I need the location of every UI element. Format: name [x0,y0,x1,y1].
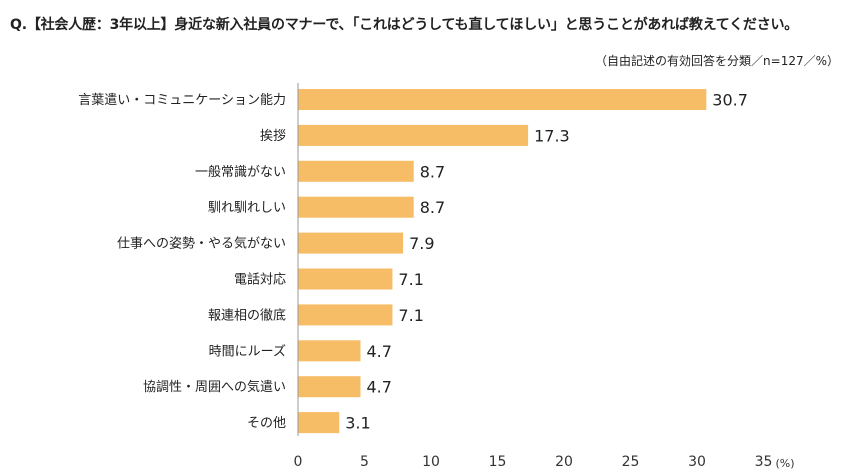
category-label: 協調性・周囲への気遣い [143,379,286,395]
data-label: 17.3 [534,126,570,145]
x-tick-label: 15 [489,454,507,470]
category-label: 報連相の徹底 [208,307,286,323]
sample-note: （自由記述の有効回答を分類／n=127／%） [595,54,839,68]
bar [298,376,361,398]
data-label: 7.9 [409,234,434,253]
category-label: 一般常識がない [195,164,286,180]
bar [298,340,361,362]
category-label: その他 [247,416,286,431]
category-label: 電話対応 [234,272,286,288]
data-label: 8.7 [420,198,445,217]
bar [298,124,529,146]
category-label: 言葉遣い・コミュニケーション能力 [78,93,286,108]
data-label: 7.1 [398,270,423,289]
data-label: 30.7 [712,91,748,110]
bar [298,304,393,326]
data-label: 7.1 [398,306,423,325]
x-tick-label: 30 [688,454,706,470]
data-label: 3.1 [345,414,370,433]
data-label: 4.7 [367,342,392,361]
x-tick-label: 10 [422,454,440,470]
question-text: Q.【社会人歴：3年以上】身近な新入社員のマナーで、「これはどうしても直してほし… [10,17,799,33]
bar [298,160,414,182]
bar [298,196,414,218]
bars-layer: 言葉遣い・コミュニケーション能力 30.7 挨拶 17.3 一般常識がない 8.7 馴れ馴れ… [78,89,748,434]
bar [298,412,340,434]
x-axis: 0 5 10 15 20 25 30 35 (%) [294,83,795,470]
x-tick-label: 35 [755,454,773,470]
category-label: 挨拶 [260,129,286,144]
bar [298,89,707,110]
data-label: 4.7 [367,378,392,397]
x-tick-label: 20 [555,454,573,470]
data-label: 8.7 [420,162,445,181]
x-unit-label: (%) [776,457,795,470]
category-label: 馴れ馴れしい [208,201,286,216]
x-tick-label: 25 [622,454,640,470]
category-label: 仕事への姿勢・やる気がない [117,236,286,252]
x-tick-label: 5 [360,454,369,470]
x-tick-label: 0 [294,454,303,470]
bar [298,268,393,290]
bar [298,232,404,254]
category-label: 時間にルーズ [209,343,286,359]
